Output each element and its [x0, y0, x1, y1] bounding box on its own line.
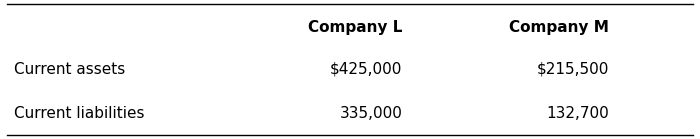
Text: 132,700: 132,700: [546, 106, 609, 121]
Text: Company M: Company M: [509, 20, 609, 35]
Text: $425,000: $425,000: [330, 62, 402, 77]
Text: Current liabilities: Current liabilities: [14, 106, 144, 121]
Text: Current assets: Current assets: [14, 62, 125, 77]
Text: Company L: Company L: [308, 20, 402, 35]
Text: $215,500: $215,500: [537, 62, 609, 77]
Text: 335,000: 335,000: [340, 106, 402, 121]
